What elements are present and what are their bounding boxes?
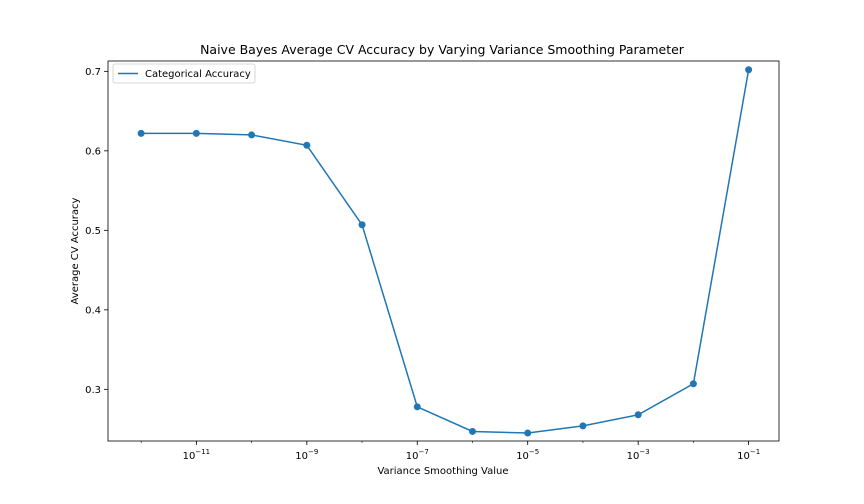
- x-axis-label: Variance Smoothing Value: [377, 466, 508, 477]
- x-tick-label-1: 10−9: [295, 448, 318, 462]
- plot-area: [107, 60, 780, 442]
- x-tick-label-2: 10−7: [406, 448, 429, 462]
- x-axis: 10−11 10−9 10−7 10−5 10−3 10−1: [140, 441, 760, 462]
- y-tick-label-0: 0.3: [85, 385, 101, 396]
- y-tick-label-2: 0.5: [85, 226, 101, 237]
- data-point-3: [303, 141, 311, 149]
- data-point-0: [137, 129, 145, 137]
- x-tick-label-5: 10−1: [737, 448, 760, 462]
- data-point-8: [579, 422, 587, 430]
- data-point-5: [413, 403, 421, 411]
- legend-box: [112, 63, 256, 84]
- data-point-4: [358, 221, 366, 229]
- y-tick-label-3: 0.6: [85, 146, 101, 157]
- data-point-9: [634, 411, 642, 419]
- x-tick-label-3: 10−5: [516, 448, 539, 462]
- data-point-2: [248, 131, 256, 139]
- y-axis-label: Average CV Accuracy: [70, 197, 81, 304]
- y-tick-label-1: 0.4: [85, 305, 101, 316]
- data-point-1: [192, 129, 200, 137]
- chart-title: Naive Bayes Average CV Accuracy by Varyi…: [200, 42, 685, 57]
- legend-label: Categorical Accuracy: [145, 69, 251, 80]
- y-tick-label-4: 0.7: [85, 67, 101, 78]
- x-tick-label-0: 10−11: [183, 448, 211, 462]
- series-points: [137, 66, 753, 437]
- data-point-10: [689, 380, 697, 388]
- data-point-11: [745, 66, 753, 74]
- data-point-6: [468, 427, 476, 435]
- series-line-categorical-accuracy: [141, 69, 750, 434]
- legend: Categorical Accuracy: [112, 63, 256, 84]
- x-tick-label-4: 10−3: [627, 448, 650, 462]
- data-point-7: [524, 429, 532, 437]
- y-axis: 0.3 0.4 0.5 0.6 0.7: [85, 67, 108, 396]
